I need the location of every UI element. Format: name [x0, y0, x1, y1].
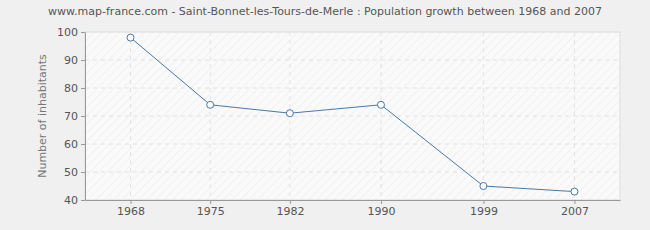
- axis-line: [86, 200, 621, 201]
- axis-line: [85, 33, 86, 201]
- tick: 1968: [117, 200, 145, 218]
- tick-label: 1999: [470, 205, 498, 218]
- line: [131, 38, 575, 192]
- tick-mark: [131, 200, 132, 204]
- tick: 100: [57, 26, 85, 39]
- tick-mark: [81, 60, 85, 61]
- grid-line: [380, 32, 381, 200]
- tick-label: 70: [64, 110, 78, 123]
- tick: 2007: [561, 200, 589, 218]
- y-axis-title: Number of inhabitants: [36, 54, 49, 178]
- plot: 1968 1975 1982 1990 1999 2007 40 50 60 70 80 90 100: [57, 26, 621, 218]
- tick-mark: [483, 200, 484, 204]
- grid-line: [85, 172, 620, 173]
- tick: 1990: [367, 200, 395, 218]
- tick: 70: [64, 110, 85, 123]
- grid-line: [130, 32, 131, 200]
- grid: [85, 32, 620, 200]
- tick-label: 2007: [561, 205, 589, 218]
- tick-label: 100: [57, 26, 78, 39]
- grid-line: [574, 32, 575, 200]
- tick-label: 80: [64, 82, 78, 95]
- point: [207, 101, 214, 108]
- grid-line: [85, 116, 620, 117]
- tick: 80: [64, 82, 85, 95]
- tick-mark: [290, 200, 291, 204]
- tick-label: 1975: [197, 205, 225, 218]
- tick-mark: [81, 200, 85, 201]
- point: [127, 34, 134, 41]
- grid-line: [85, 200, 620, 201]
- grid-line: [85, 144, 620, 145]
- point: [571, 188, 578, 195]
- tick-mark: [81, 32, 85, 33]
- tick: 60: [64, 138, 85, 151]
- series: [127, 34, 578, 195]
- tick-label: 1990: [367, 205, 395, 218]
- title: www.map-france.com - Saint-Bonnet-les-To…: [48, 5, 602, 18]
- tick: 50: [64, 166, 85, 179]
- tick: 1975: [197, 200, 225, 218]
- chart: 1968 1975 1982 1990 1999 2007 40 50 60 70 80 90 100 w…: [0, 0, 650, 230]
- tick: 1982: [276, 200, 304, 218]
- tick-mark: [381, 200, 382, 204]
- x-axis: 1968 1975 1982 1990 1999 2007: [86, 200, 621, 218]
- tick-mark: [81, 144, 85, 145]
- tick-label: 1968: [117, 205, 145, 218]
- tick: 40: [64, 194, 85, 207]
- tick-mark: [210, 200, 211, 204]
- grid-line: [85, 32, 620, 33]
- tick-mark: [81, 172, 85, 173]
- plot-frame: [85, 32, 620, 200]
- tick-mark: [81, 88, 85, 89]
- point: [377, 101, 384, 108]
- point: [286, 110, 293, 117]
- grid-line: [483, 32, 484, 200]
- y-axis: 40 50 60 70 80 90 100: [57, 26, 86, 207]
- tick-label: 90: [64, 54, 78, 67]
- tick-label: 60: [64, 138, 78, 151]
- tick: 90: [64, 54, 85, 67]
- tick-label: 1982: [276, 205, 304, 218]
- grid-line: [85, 88, 620, 89]
- tick-label: 40: [64, 194, 78, 207]
- grid-line: [210, 32, 211, 200]
- tick: 1999: [470, 200, 498, 218]
- tick-label: 50: [64, 166, 78, 179]
- point: [480, 183, 487, 190]
- tick-mark: [574, 200, 575, 204]
- tick-mark: [81, 116, 85, 117]
- grid-line: [85, 60, 620, 61]
